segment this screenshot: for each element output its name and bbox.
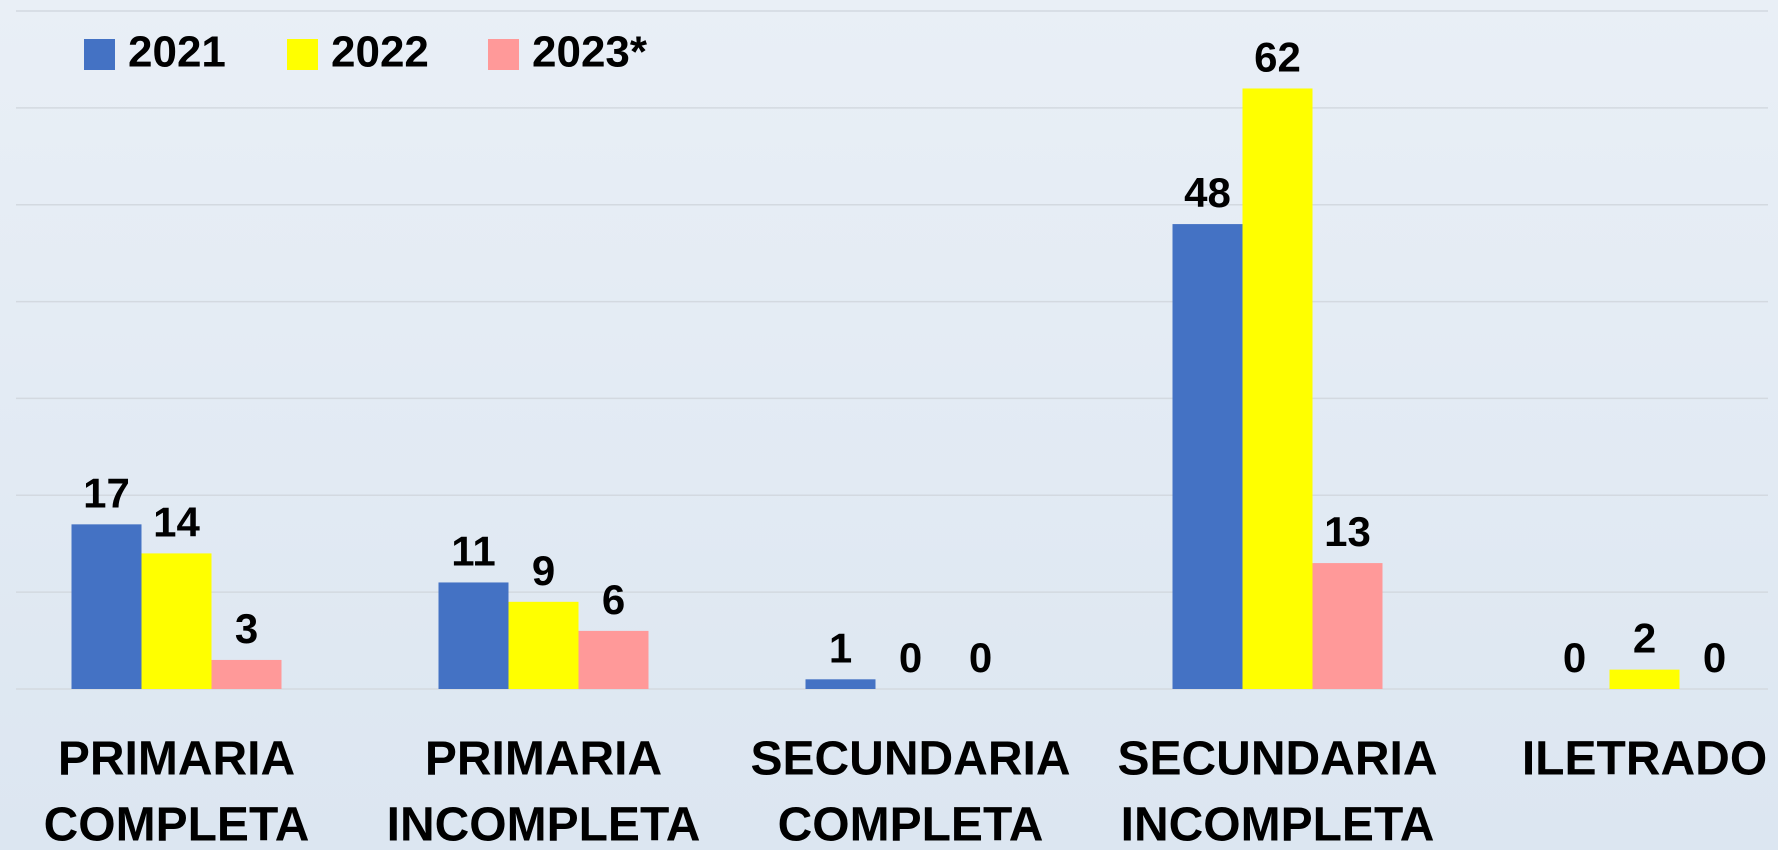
x-tick-label: PRIMARIA <box>425 733 662 786</box>
value-label: 0 <box>899 634 922 681</box>
value-label: 17 <box>83 469 130 516</box>
x-tick-label: INCOMPLETA <box>387 799 701 850</box>
bar <box>578 630 649 689</box>
value-label: 3 <box>235 605 258 652</box>
value-label: 0 <box>1563 634 1586 681</box>
value-label: 48 <box>1184 169 1231 216</box>
value-label: 0 <box>1703 634 1726 681</box>
x-tick-label: INCOMPLETA <box>1121 799 1435 850</box>
value-label: 1 <box>829 624 852 671</box>
x-tick-label: COMPLETA <box>778 799 1044 850</box>
bar <box>71 524 142 689</box>
value-label: 13 <box>1324 508 1371 555</box>
bar <box>438 582 509 689</box>
x-tick-label: SECUNDARIA <box>750 733 1070 786</box>
legend-swatch <box>287 39 318 70</box>
bar <box>211 659 282 689</box>
legend-label: 2021 <box>128 28 226 77</box>
value-label: 11 <box>451 528 495 575</box>
legend-label: 2023* <box>532 28 648 77</box>
x-tick-label: SECUNDARIA <box>1117 733 1437 786</box>
bar <box>805 679 876 689</box>
bar <box>1609 669 1680 689</box>
bar <box>1312 563 1383 689</box>
value-label: 6 <box>602 576 625 623</box>
bar <box>1242 88 1313 689</box>
value-label: 14 <box>153 498 200 545</box>
legend-swatch <box>488 39 519 70</box>
x-tick-label: ILETRADO <box>1522 733 1767 786</box>
value-label: 2 <box>1633 615 1656 662</box>
bar <box>508 601 579 689</box>
legend-label: 2022 <box>331 28 429 77</box>
value-label: 0 <box>969 634 992 681</box>
x-tick-label: PRIMARIA <box>58 733 295 786</box>
bar <box>1172 224 1243 690</box>
value-label: 9 <box>532 547 555 594</box>
value-label: 62 <box>1254 34 1301 81</box>
legend-swatch <box>84 39 115 70</box>
bar <box>141 553 212 689</box>
x-tick-label: COMPLETA <box>44 799 310 850</box>
